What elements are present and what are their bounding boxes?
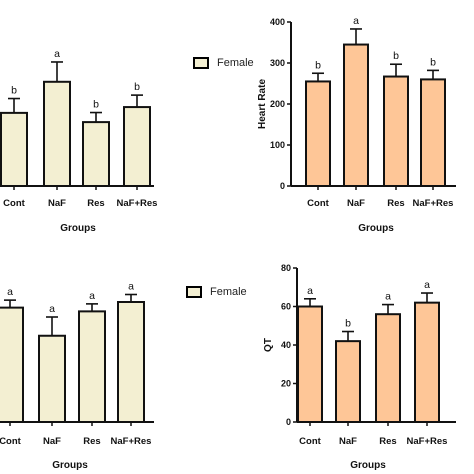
x-axis-title: Groups [358, 223, 394, 234]
bar [123, 106, 151, 187]
category-label: NaF [347, 198, 365, 209]
category-label: NaF+Res [407, 436, 448, 447]
chart-bottom-right: 0 20 40 60 80 QT a Cont b NaF a Res a NaF+Res Groups [263, 263, 456, 471]
bar [43, 80, 71, 187]
legend-label-top: Female [217, 57, 254, 69]
y-tick-label: 40 [281, 340, 291, 350]
category-label: NaF+Res [111, 436, 152, 447]
category-label: Cont [307, 198, 329, 209]
bar [297, 305, 323, 423]
category-label: NaF+Res [117, 198, 158, 209]
bar [335, 340, 361, 423]
chart-top-left: b Cont a NaF b Res b NaF+Res Groups [0, 48, 157, 234]
y-tick-label: 0 [286, 417, 291, 427]
y-tick-label: 400 [270, 17, 285, 27]
bar [305, 80, 331, 187]
significance-label: a [128, 281, 134, 293]
y-tick-label: 0 [280, 181, 285, 191]
category-label: NaF [43, 436, 61, 447]
category-label: NaF [339, 436, 357, 447]
bar [78, 310, 106, 423]
significance-label: b [93, 99, 99, 111]
category-label: NaF+Res [413, 198, 454, 209]
bar [375, 313, 401, 424]
category-label: Cont [0, 436, 22, 447]
bar [38, 334, 66, 423]
category-label: Res [387, 198, 404, 209]
chart-bottom-left: a Cont a NaF a Res a NaF+Res Groups [0, 281, 154, 471]
legend-label-bottom: Female [210, 286, 247, 298]
significance-label: b [134, 81, 140, 93]
significance-label: a [89, 290, 95, 302]
bar [414, 301, 440, 423]
y-axis-title: QT [263, 338, 274, 352]
bar [82, 121, 110, 187]
significance-label: a [424, 279, 430, 291]
x-axis-title: Groups [350, 460, 386, 471]
significance-label: b [345, 318, 351, 330]
significance-label: a [353, 15, 359, 27]
legend-bottom: Female [186, 286, 247, 298]
category-label: Res [83, 436, 100, 447]
category-label: Res [87, 198, 104, 209]
category-label: Cont [299, 436, 321, 447]
legend-swatch-top [193, 57, 209, 69]
chart-top-right: 0 100 200 300 400 Heart Rate b Cont a NaF b Res b NaF… [257, 15, 456, 234]
significance-label: a [307, 285, 313, 297]
x-axis-title: Groups [52, 460, 88, 471]
bar [383, 75, 409, 187]
significance-label: a [7, 286, 13, 298]
bar [0, 111, 28, 187]
x-axis-title: Groups [60, 223, 96, 234]
y-tick-label: 300 [270, 58, 285, 68]
category-label: Res [379, 436, 396, 447]
significance-label: a [54, 48, 60, 60]
legend-top: Female [193, 57, 254, 69]
y-tick-label: 60 [281, 302, 291, 312]
y-tick-label: 100 [270, 140, 285, 150]
significance-label: b [393, 50, 399, 62]
y-tick-label: 80 [281, 263, 291, 273]
bar [343, 43, 369, 187]
significance-label: b [430, 56, 436, 68]
significance-label: a [385, 291, 391, 303]
category-label: Cont [3, 198, 25, 209]
y-tick-label: 200 [270, 99, 285, 109]
significance-label: b [315, 59, 321, 71]
significance-label: b [11, 85, 17, 97]
y-tick-label: 20 [281, 379, 291, 389]
bar [0, 306, 24, 423]
bar [117, 301, 145, 423]
legend-swatch-bottom [186, 286, 202, 298]
y-axis-title: Heart Rate [257, 79, 268, 129]
bar [420, 78, 446, 187]
category-label: NaF [48, 198, 66, 209]
significance-label: a [49, 303, 55, 315]
